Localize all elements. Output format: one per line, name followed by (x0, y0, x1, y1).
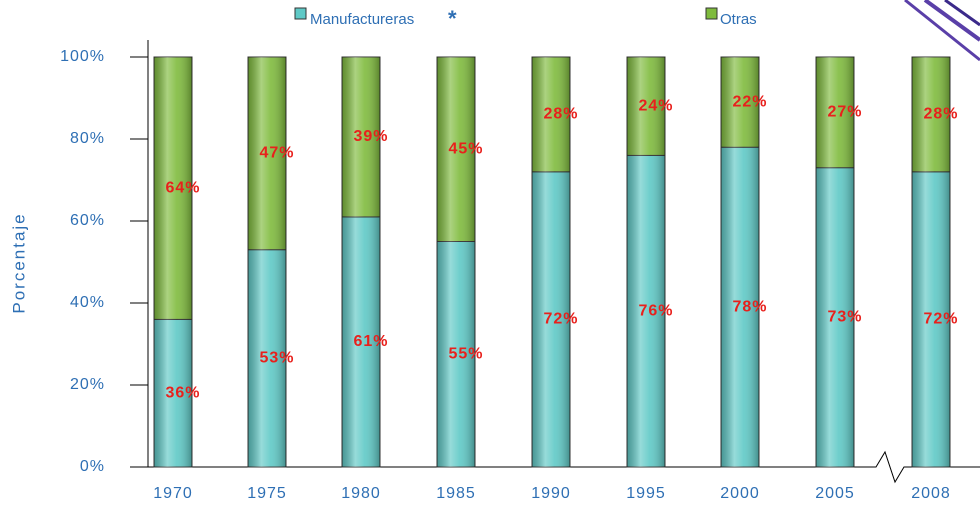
x-tick-label: 2000 (720, 485, 760, 502)
y-tick-label: 20% (70, 376, 105, 393)
bar-shading (248, 249, 286, 467)
y-tick-label: 0% (80, 458, 105, 475)
legend: Manufactureras * Otras (294, 6, 757, 31)
value-label: 72% (923, 311, 958, 328)
bar-shading (721, 57, 759, 148)
bar-shading (437, 241, 475, 467)
y-axis-label: Porcentaje (9, 212, 28, 313)
value-label: 39% (353, 128, 388, 145)
value-label: 45% (448, 140, 483, 157)
x-tick-label: 1970 (153, 485, 193, 502)
bar-shading (816, 57, 854, 168)
value-label: 73% (827, 309, 862, 326)
x-tick-label: 1980 (341, 485, 381, 502)
legend-label: Otras (720, 11, 757, 28)
y-tick-label: 40% (70, 294, 105, 311)
legend-swatch (294, 7, 307, 20)
value-label: 72% (543, 311, 578, 328)
footnote-mark: * (448, 6, 457, 31)
bar-shading (342, 57, 380, 217)
bar-shading (532, 57, 570, 172)
x-tick-label: 2008 (911, 485, 951, 502)
x-tick-label: 1995 (626, 485, 666, 502)
bar-shading (721, 147, 759, 467)
legend-label: Manufactureras (310, 11, 414, 28)
value-label: 36% (165, 384, 200, 401)
value-label: 53% (259, 350, 294, 367)
value-label: 47% (259, 145, 294, 162)
bar-shading (342, 216, 380, 467)
value-label: 22% (732, 93, 767, 110)
y-tick-label: 100% (60, 48, 105, 65)
y-tick-label: 80% (70, 130, 105, 147)
bar-shading (627, 57, 665, 156)
x-tick-label: 1990 (531, 485, 571, 502)
bar-shading (627, 155, 665, 467)
bar-shading (816, 167, 854, 467)
value-label: 28% (923, 106, 958, 123)
bar-shading (248, 57, 286, 250)
value-label: 64% (165, 179, 200, 196)
value-label: 78% (732, 298, 767, 315)
bar-shading (912, 57, 950, 172)
bar-shading (154, 57, 192, 320)
value-label: 76% (638, 302, 673, 319)
legend-swatch (705, 7, 718, 20)
x-tick-label: 1985 (436, 485, 476, 502)
x-tick-label: 2005 (815, 485, 855, 502)
value-label: 24% (638, 97, 673, 114)
bar-shading (154, 319, 192, 467)
bar-shading (532, 171, 570, 468)
x-tick-label: 1975 (247, 485, 287, 502)
decoration (904, 0, 980, 62)
bar-shading (912, 171, 950, 468)
value-label: 55% (448, 345, 483, 362)
value-label: 28% (543, 106, 578, 123)
y-tick-label: 60% (70, 212, 105, 229)
value-label: 27% (827, 104, 862, 121)
value-label: 61% (353, 333, 388, 350)
bar-shading (437, 57, 475, 242)
